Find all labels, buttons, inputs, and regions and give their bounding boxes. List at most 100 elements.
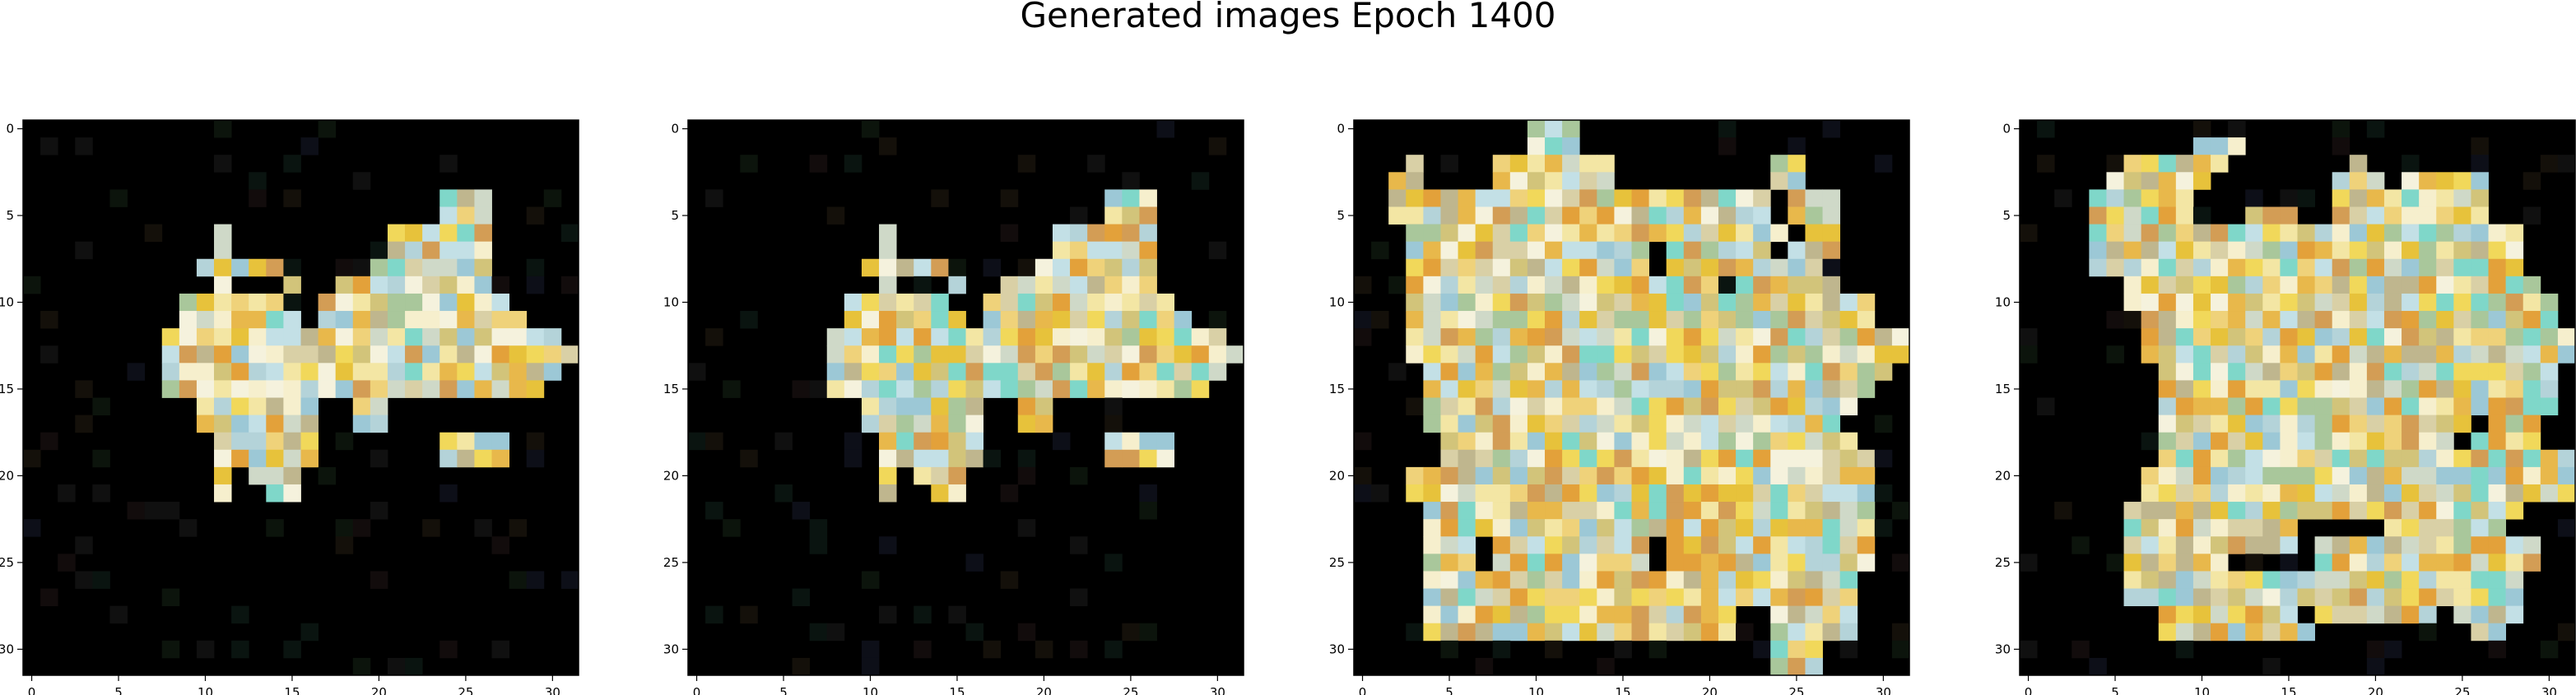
pixel-cell xyxy=(2366,224,2385,243)
pixel-cell xyxy=(2211,484,2229,503)
pixel-cell xyxy=(879,258,897,277)
pixel-cell xyxy=(1122,311,1140,329)
pixel-cell xyxy=(1857,363,1876,381)
pixel-cell xyxy=(1683,241,1702,260)
pixel-cell xyxy=(1805,241,1823,260)
pixel-cell xyxy=(1597,293,1615,312)
pixel-cell xyxy=(1683,554,1702,572)
pixel-cell xyxy=(1683,623,1702,642)
pixel-cell xyxy=(370,276,388,294)
pixel-cell xyxy=(2402,605,2420,624)
pixel-cell xyxy=(1736,466,1754,485)
x-tick-label: 25 xyxy=(2454,685,2470,695)
pixel-cell xyxy=(2419,363,2437,381)
pixel-cell xyxy=(2557,623,2576,642)
pixel-cell xyxy=(1527,276,1546,294)
pixel-cell xyxy=(509,519,528,537)
pixel-cell xyxy=(1440,189,1458,207)
pixel-cell xyxy=(1070,640,1088,659)
pixel-cell xyxy=(2471,380,2489,398)
pixel-cell xyxy=(300,363,319,381)
pixel-cell xyxy=(2262,345,2281,364)
pixel-cell xyxy=(1017,397,1036,415)
pixel-cell xyxy=(457,206,475,225)
pixel-cell xyxy=(2332,224,2350,243)
pixel-cell xyxy=(214,224,232,243)
pixel-cell xyxy=(2228,224,2246,243)
pixel-cell xyxy=(196,415,215,433)
pixel-cell xyxy=(1718,466,1737,485)
pixel-cell xyxy=(2141,293,2160,312)
pixel-cell xyxy=(1562,172,1580,190)
pixel-cell xyxy=(2245,293,2263,312)
pixel-cell xyxy=(1736,380,1754,398)
pixel-cell xyxy=(1666,605,1685,624)
pixel-cell xyxy=(1423,224,1441,243)
pixel-cell xyxy=(1122,363,1140,381)
pixel-cell xyxy=(740,311,758,329)
pixel-cell xyxy=(231,293,249,312)
pixel-cell xyxy=(896,432,914,451)
pixel-cell xyxy=(2505,311,2524,329)
pixel-cell xyxy=(491,311,510,329)
pixel-cell xyxy=(214,363,232,381)
pixel-cell xyxy=(1545,380,1563,398)
pixel-cell xyxy=(914,380,932,398)
pixel-cell xyxy=(1174,363,1193,381)
pixel-cell xyxy=(1208,345,1227,364)
pixel-cell xyxy=(283,258,301,277)
pixel-cell xyxy=(2505,293,2524,312)
pixel-cell xyxy=(1631,224,1649,243)
pixel-cell xyxy=(75,415,93,433)
pixel-cell xyxy=(1631,415,1649,433)
pixel-cell xyxy=(2245,554,2263,572)
pixel-cell xyxy=(2262,605,2281,624)
pixel-cell xyxy=(1458,224,1476,243)
pixel-cell xyxy=(1052,328,1071,346)
pixel-cell xyxy=(2523,554,2541,572)
pixel-cell xyxy=(2332,363,2350,381)
pixel-cell xyxy=(1017,311,1036,329)
pixel-cell xyxy=(335,536,354,554)
pixel-cell xyxy=(1770,397,1788,415)
pixel-cell xyxy=(1770,380,1788,398)
pixel-cell xyxy=(2175,466,2194,485)
pixel-cell xyxy=(1458,415,1476,433)
pixel-cell xyxy=(1839,363,1858,381)
pixel-cell xyxy=(1562,241,1580,260)
pixel-cell xyxy=(1070,258,1088,277)
pixel-cell xyxy=(965,623,983,642)
pixel-cell xyxy=(1191,363,1210,381)
pixel-cell xyxy=(2402,363,2420,381)
pixel-cell xyxy=(2262,328,2281,346)
pixel-cell xyxy=(2488,415,2507,433)
pixel-cell xyxy=(1406,484,1424,503)
pixel-cell xyxy=(352,519,371,537)
pixel-cell xyxy=(1509,311,1528,329)
pixel-cell xyxy=(1597,328,1615,346)
pixel-cell xyxy=(1458,536,1476,554)
pixel-cell xyxy=(2211,363,2229,381)
pixel-cell xyxy=(948,345,966,364)
pixel-cell xyxy=(1648,345,1667,364)
pixel-cell xyxy=(2175,502,2194,520)
pixel-cell xyxy=(2349,241,2368,260)
pixel-cell xyxy=(1208,137,1227,155)
pixel-cell xyxy=(387,311,406,329)
pixel-cell xyxy=(1492,519,1511,537)
pixel-cell xyxy=(196,640,215,659)
pixel-cell xyxy=(2245,345,2263,364)
pixel-cell xyxy=(2175,293,2194,312)
pixel-cell xyxy=(2245,276,2263,294)
pixel-cell xyxy=(266,380,284,398)
pixel-cell xyxy=(1122,328,1140,346)
pixel-cell xyxy=(2262,415,2281,433)
pixel-cell xyxy=(2383,466,2402,485)
pixel-cell xyxy=(2402,276,2420,294)
pixel-cell xyxy=(1087,380,1105,398)
pixel-cell xyxy=(2349,276,2368,294)
pixel-cell xyxy=(2471,397,2489,415)
pixel-cell xyxy=(2366,293,2385,312)
pixel-cell xyxy=(231,415,249,433)
pixel-cell xyxy=(1770,293,1788,312)
